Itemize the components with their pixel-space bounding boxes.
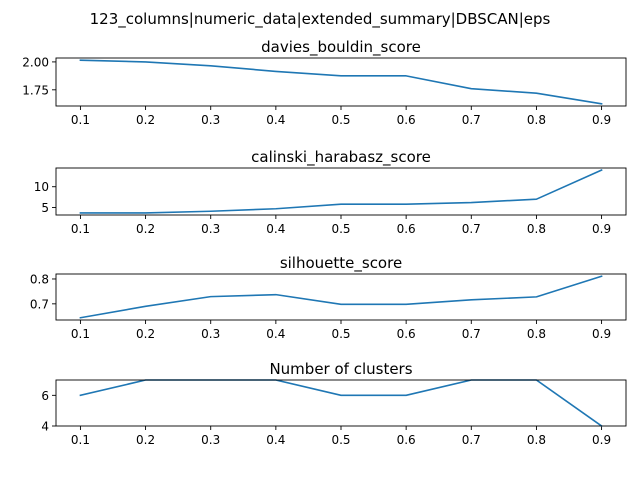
chart-calinski-harabasz-xtick-label: 0.2: [136, 222, 155, 236]
chart-calinski-harabasz-xtick-label: 0.7: [462, 222, 481, 236]
chart-calinski-harabasz-xtick-label: 0.4: [266, 222, 285, 236]
chart-silhouette-xtick-label: 0.7: [462, 327, 481, 341]
chart-silhouette-xtick-label: 0.9: [592, 327, 611, 341]
chart-silhouette-xtick-label: 0.4: [266, 327, 285, 341]
chart-n-clusters-xtick-label: 0.3: [201, 433, 220, 447]
chart-calinski-harabasz-axes-frame: [55, 167, 627, 216]
chart-davies-bouldin-title: davies_bouldin_score: [261, 38, 421, 57]
figure-suptitle: 123_columns|numeric_data|extended_summar…: [90, 10, 551, 29]
chart-silhouette-series-line: [79, 275, 603, 319]
chart-silhouette-xtick-label: 0.6: [397, 327, 416, 341]
chart-n-clusters-title: Number of clusters: [269, 360, 412, 378]
chart-n-clusters-xtick-label: 0.2: [136, 433, 155, 447]
chart-calinski-harabasz-series-line: [79, 169, 603, 214]
chart-calinski-harabasz-xtick-label: 0.9: [592, 222, 611, 236]
chart-davies-bouldin: davies_bouldin_score 0.1 0.2 0.3 0.4 0.5 0.6 0.…: [22, 38, 627, 127]
chart-n-clusters-xtick-label: 0.4: [266, 433, 285, 447]
chart-silhouette-title: silhouette_score: [280, 254, 402, 273]
chart-davies-bouldin-xtick-label: 0.8: [527, 113, 546, 127]
chart-silhouette-axes-frame: [55, 273, 627, 321]
chart-n-clusters-axes-frame: [55, 379, 627, 427]
chart-calinski-harabasz-xtick-label: 0.3: [201, 222, 220, 236]
chart-silhouette-xtick-label: 0.1: [71, 327, 90, 341]
chart-n-clusters-xtick-label: 0.5: [331, 433, 350, 447]
chart-n-clusters-xtick-label: 0.8: [527, 433, 546, 447]
chart-calinski-harabasz-xtick-label: 0.1: [71, 222, 90, 236]
chart-silhouette: silhouette_score 0.1 0.2 0.3 0.4 0.5 0.6 0.7 0.8…: [30, 254, 627, 341]
chart-silhouette-ytick-label: 0.7: [30, 297, 49, 311]
chart-davies-bouldin-ytick-label: 2.00: [22, 55, 49, 69]
chart-n-clusters-xtick-label: 0.9: [592, 433, 611, 447]
chart-davies-bouldin-series-line: [79, 59, 603, 105]
chart-davies-bouldin-axes-frame: [55, 57, 627, 107]
chart-silhouette-xtick-label: 0.3: [201, 327, 220, 341]
chart-davies-bouldin-xtick-label: 0.3: [201, 113, 220, 127]
chart-n-clusters-xtick-label: 0.1: [71, 433, 90, 447]
chart-n-clusters: Number of clusters 0.1 0.2 0.3 0.4 0.5 0.6 0.7 0…: [41, 360, 627, 447]
chart-silhouette-xtick-label: 0.8: [527, 327, 546, 341]
chart-n-clusters-ytick-label: 6: [41, 389, 49, 403]
chart-davies-bouldin-xtick-label: 0.4: [266, 113, 285, 127]
chart-davies-bouldin-xtick-label: 0.5: [331, 113, 350, 127]
chart-davies-bouldin-ytick-label: 1.75: [22, 83, 49, 97]
chart-calinski-harabasz-title: calinski_harabasz_score: [251, 148, 431, 167]
chart-davies-bouldin-xtick-label: 0.9: [592, 113, 611, 127]
chart-calinski-harabasz-ytick-label: 5: [41, 201, 49, 215]
chart-silhouette-xtick-label: 0.2: [136, 327, 155, 341]
chart-silhouette-ytick-label: 0.8: [30, 272, 49, 286]
chart-davies-bouldin-xtick-label: 0.2: [136, 113, 155, 127]
chart-n-clusters-xtick-label: 0.7: [462, 433, 481, 447]
chart-n-clusters-ytick-label: 4: [41, 420, 49, 434]
chart-calinski-harabasz-ytick-label: 10: [34, 180, 49, 194]
chart-calinski-harabasz-xtick-label: 0.6: [397, 222, 416, 236]
chart-calinski-harabasz: calinski_harabasz_score 0.1 0.2 0.3 0.4 0.5 0.…: [34, 148, 627, 236]
chart-calinski-harabasz-xtick-label: 0.5: [331, 222, 350, 236]
chart-n-clusters-xtick-label: 0.6: [397, 433, 416, 447]
chart-calinski-harabasz-xtick-label: 0.8: [527, 222, 546, 236]
chart-davies-bouldin-xtick-label: 0.7: [462, 113, 481, 127]
chart-silhouette-xtick-label: 0.5: [331, 327, 350, 341]
chart-davies-bouldin-xtick-label: 0.1: [71, 113, 90, 127]
chart-davies-bouldin-xtick-label: 0.6: [397, 113, 416, 127]
